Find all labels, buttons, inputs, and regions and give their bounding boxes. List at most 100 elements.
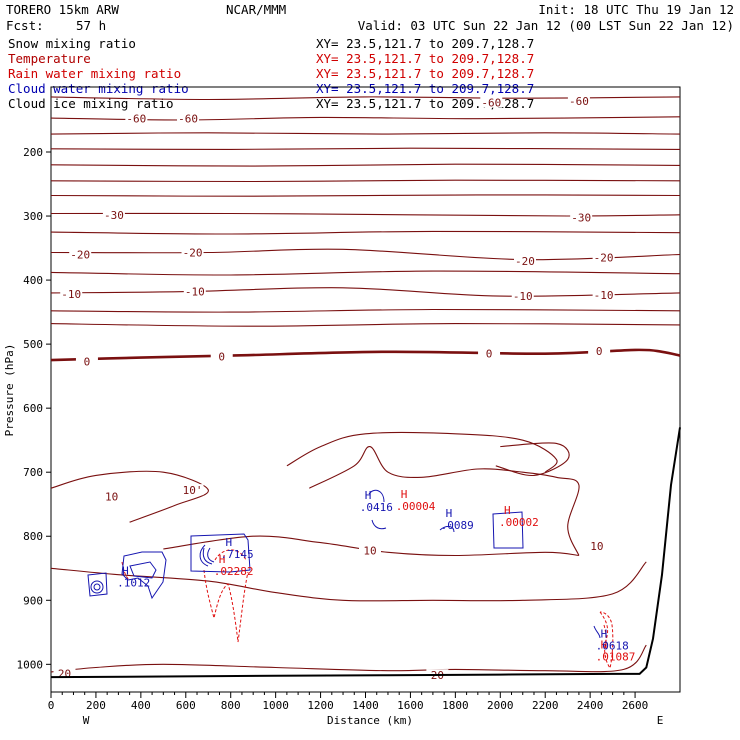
isotherm-line — [50, 323, 681, 327]
isotherm-label-bg — [567, 94, 590, 106]
isotherm-label: 10 — [105, 491, 118, 504]
max-value: .00004 — [396, 500, 436, 513]
legend-entry-name: Temperature — [8, 51, 91, 66]
rain-contour — [603, 624, 607, 649]
x-tick-label: 2000 — [487, 699, 514, 712]
isotherm-label: -20 — [594, 252, 614, 265]
max-value: .0618 — [596, 639, 629, 652]
legend-entry-name: Cloud water mixing ratio — [8, 81, 189, 96]
max-marker: H — [446, 507, 453, 520]
legend-entry-name: Cloud ice mixing ratio — [8, 96, 174, 111]
x-tick-label: 2600 — [622, 699, 649, 712]
isotherm-label-bg — [60, 288, 83, 300]
x-axis-title: Distance (km) — [327, 714, 413, 727]
isotherm-line — [495, 442, 570, 476]
isotherm-label-bg — [585, 539, 608, 551]
x-tick-label: 800 — [221, 699, 241, 712]
x-tick-label: 2400 — [577, 699, 604, 712]
isotherm-label: -30 — [571, 211, 591, 224]
x-tick-label: 1800 — [442, 699, 469, 712]
isotherm-label-bg — [53, 667, 76, 679]
west-end-label: W — [83, 714, 90, 727]
max-marker: H — [365, 489, 372, 502]
rain-contour — [599, 611, 614, 670]
max-marker: H — [122, 565, 129, 578]
legend-entry-xy: XY= 23.5,121.7 to 209.7,128.7 — [316, 36, 534, 51]
isotherm-label-bg — [100, 490, 123, 502]
isotherm-label: -20 — [70, 248, 90, 261]
cloud-contour — [129, 561, 157, 579]
isotherm-label: -30 — [104, 209, 124, 222]
isotherm-label: -60 — [481, 97, 501, 110]
isotherm-line — [50, 270, 681, 276]
max-value: .7145 — [220, 548, 253, 561]
isotherm-line — [50, 348, 681, 362]
max-value: .0416 — [360, 501, 393, 514]
terrain-profile — [50, 427, 681, 679]
cloud-contour — [492, 511, 524, 549]
isotherm-label-bg — [181, 484, 204, 496]
isotherm-label: -60 — [569, 95, 589, 108]
isotherm-label-bg — [478, 347, 501, 359]
y-tick-label: 800 — [23, 530, 43, 543]
isotherm-label: -20 — [183, 247, 203, 260]
isotherm-line — [163, 535, 579, 557]
isotherm-label: 0 — [84, 355, 91, 368]
valid-time: Valid: 03 UTC Sun 22 Jan 12 (00 LST Sun … — [358, 18, 734, 33]
isotherm-label: 10 — [363, 544, 376, 557]
forecast-label: Fcst: — [6, 18, 44, 33]
temperature-isotherms — [50, 96, 681, 673]
y-tick-label: 700 — [23, 466, 43, 479]
isotherm-line — [50, 470, 209, 523]
legend-entry-name: Rain water mixing ratio — [8, 66, 181, 81]
isotherm-line — [50, 308, 681, 313]
isotherm-label-bg — [570, 211, 593, 223]
y-tick-label: 500 — [23, 338, 43, 351]
east-end-label: E — [657, 714, 664, 727]
forecast-hour: 57 h — [76, 18, 106, 33]
cloud-contour — [439, 525, 455, 533]
isotherm-label-bg — [592, 251, 615, 263]
y-axis-title: Pressure (hPa) — [3, 344, 16, 437]
isotherm-label: 20 — [58, 667, 71, 680]
rain-contour — [121, 561, 131, 581]
legend-entry-name: Snow mixing ratio — [8, 36, 136, 51]
x-tick-label: 600 — [176, 699, 196, 712]
cloud-contour — [593, 625, 601, 639]
max-value: .01087 — [596, 650, 636, 663]
isotherm-line — [50, 561, 647, 602]
max-value: .1012 — [117, 577, 150, 590]
cloud-contour — [190, 533, 251, 573]
axis-ticks: 0 200 400 600 800 1000 1200 1400 1600 1800 2000 220… — [17, 146, 649, 712]
cloud-contour — [90, 580, 104, 594]
isotherm-label: -60 — [126, 113, 146, 126]
isotherm-label-bg — [69, 248, 92, 260]
isotherm-line — [50, 132, 681, 135]
isotherm-line — [50, 212, 681, 217]
max-marker: H — [504, 504, 511, 517]
isotherm-label: 10 — [590, 540, 603, 553]
isotherm-line — [50, 194, 681, 197]
isotherm-label-bg — [125, 112, 148, 124]
isotherm-line — [50, 644, 647, 673]
y-tick-label: 300 — [23, 210, 43, 223]
max-marker: H — [401, 488, 408, 501]
isotherm-label-bg — [102, 208, 125, 220]
max-value: .02282 — [214, 565, 254, 578]
rain-water-contours — [121, 549, 614, 670]
x-tick-label: 2200 — [532, 699, 559, 712]
isotherm-line — [50, 116, 681, 121]
isotherm-label-bg — [183, 285, 206, 297]
isotherm-label-bg — [177, 112, 200, 124]
isotherm-label-bg — [511, 290, 534, 302]
init-time: Init: 18 UTC Thu 19 Jan 12 — [538, 2, 734, 17]
y-tick-label: 600 — [23, 402, 43, 415]
isotherm-label-bg — [588, 345, 611, 357]
max-value: .00002 — [499, 516, 539, 529]
isotherm-line — [309, 446, 580, 556]
x-tick-label: 1200 — [307, 699, 334, 712]
y-tick-label: 1000 — [17, 658, 44, 671]
y-tick-label: 400 — [23, 274, 43, 287]
